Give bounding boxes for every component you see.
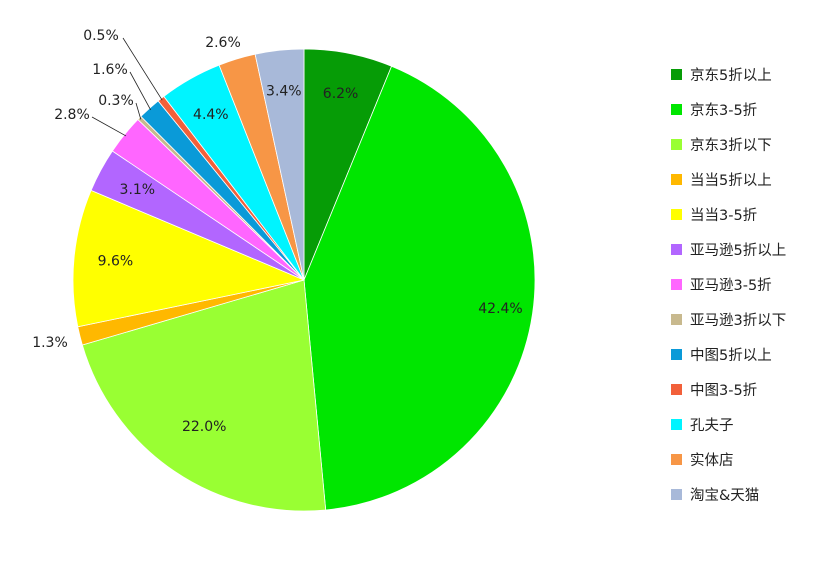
legend-item: 京东3-5折 [671,92,823,127]
legend-item: 亚马逊5折以上 [671,232,823,267]
leader-line [122,37,163,101]
pie-slice [303,65,536,511]
legend-label: 亚马逊5折以上 [690,243,787,259]
legend-swatch [671,489,682,500]
legend-swatch [671,69,682,80]
legend-swatch [671,244,682,255]
slice-label: 3.1% [120,182,156,198]
slice-label: 22.0% [182,419,226,435]
legend-swatch [671,349,682,360]
legend: 京东5折以上 京东3-5折 京东3折以下 当当5折以上 当当3-5折亚马逊5折以上 亚马逊… [671,57,823,512]
legend-item: 当当5折以上 [671,162,823,197]
leader-line [135,102,142,120]
legend-swatch [671,104,682,115]
legend-item: 实体店 [671,442,823,477]
legend-label: 孔夫子 [690,418,734,434]
legend-label: 当当3-5折 [690,208,758,224]
legend-item: 京东3折以下 [671,127,823,162]
legend-item: 中图3-5折 [671,372,823,407]
legend-label: 实体店 [690,453,734,469]
legend-item: 当当3-5折 [671,197,823,232]
pie-labels: 6.2% 42.4% 22.0% 1.3% 9.6% 3.1% 2.8% 0.3% 1.6% 0.… [32,28,523,435]
legend-label: 亚马逊3折以下 [690,313,787,329]
legend-swatch [671,454,682,465]
slice-label: 6.2% [323,86,359,102]
legend-label: 京东3-5折 [690,103,758,119]
slice-label: 2.8% [54,107,90,123]
legend-label: 中图5折以上 [690,348,772,364]
legend-swatch [671,314,682,325]
legend-label: 京东5折以上 [690,68,772,84]
slice-label: 1.6% [92,62,128,78]
slice-label: 42.4% [478,301,522,317]
legend-label: 当当5折以上 [690,173,772,189]
legend-item: 亚马逊3折以下 [671,302,823,337]
leader-line [129,71,152,111]
leader-line [91,116,127,137]
legend-swatch [671,209,682,220]
slice-label: 1.3% [32,335,68,351]
slice-label: 4.4% [193,107,229,123]
legend-swatch [671,174,682,185]
legend-swatch [671,384,682,395]
legend-item: 孔夫子 [671,407,823,442]
legend-swatch [671,139,682,150]
slice-label: 0.3% [98,93,134,109]
legend-label: 亚马逊3-5折 [690,278,772,294]
pie-slice [81,279,327,512]
legend-swatch [671,419,682,430]
slice-label: 2.6% [205,35,241,51]
legend-item: 京东5折以上 [671,57,823,92]
pie-slice [72,189,306,328]
slice-label: 9.6% [98,254,134,270]
legend-label: 中图3-5折 [690,383,758,399]
pie-slices [72,48,536,512]
pie-slice [254,48,305,281]
legend-label: 京东3折以下 [690,138,772,154]
legend-item: 中图5折以上 [671,337,823,372]
legend-label: 淘宝&天猫 [690,488,760,504]
slice-label: 0.5% [83,28,119,44]
slice-label: 3.4% [266,84,302,100]
legend-swatch [671,279,682,290]
legend-item: 淘宝&天猫 [671,477,823,512]
legend-item: 亚马逊3-5折 [671,267,823,302]
